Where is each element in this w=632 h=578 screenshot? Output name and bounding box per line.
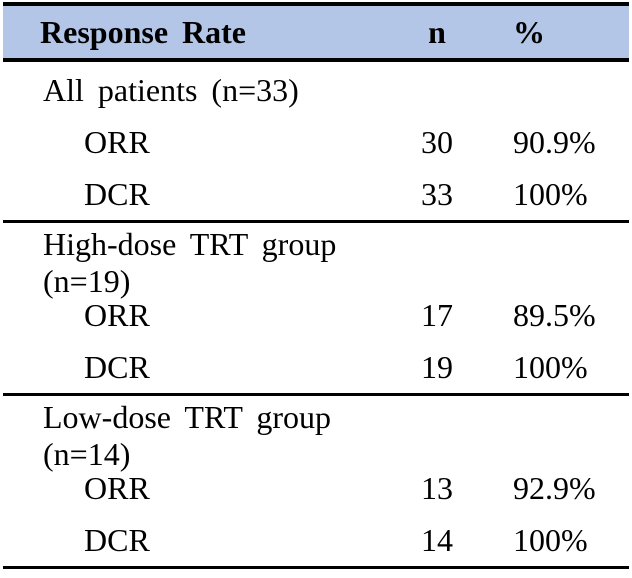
row-label-cell: DCR	[84, 521, 150, 558]
pct-cell: 100%	[513, 521, 588, 558]
table-section-high-dose: High-dose TRT group (n=19) ORR 17 89.5% …	[3, 223, 629, 396]
table-section-all-patients: All patients (n=33) ORR 30 90.9% DCR 33 …	[3, 62, 629, 223]
table-section-low-dose: Low-dose TRT group (n=14) ORR 13 92.9% D…	[3, 396, 629, 569]
pct-cell: 90.9%	[513, 123, 596, 160]
header-response-rate: Response Rate	[40, 13, 246, 50]
row-label-cell: ORR	[84, 123, 150, 160]
response-rate-table: Response Rate n % All patients (n=33) OR…	[3, 2, 629, 569]
section-label-row: Low-dose TRT group (n=14)	[3, 399, 629, 472]
table-row-dcr: DCR 33 100%	[3, 168, 629, 220]
table-row-dcr: DCR 14 100%	[3, 514, 629, 566]
row-label-cell: DCR	[84, 175, 150, 212]
pct-cell: 100%	[513, 348, 588, 385]
pct-cell: 89.5%	[513, 296, 596, 333]
row-label-cell: DCR	[84, 348, 150, 385]
header-percent: %	[513, 13, 545, 50]
table-row-orr: ORR 17 89.5%	[3, 289, 629, 341]
section-label-row: All patients (n=33)	[3, 64, 629, 116]
row-label-cell: ORR	[84, 296, 150, 333]
section-label: High-dose TRT group (n=19)	[43, 226, 337, 299]
n-cell: 13	[421, 469, 453, 506]
table-row-orr: ORR 30 90.9%	[3, 116, 629, 168]
header-n: n	[428, 13, 446, 50]
n-cell: 17	[421, 296, 453, 333]
section-label-row: High-dose TRT group (n=19)	[3, 226, 629, 299]
row-label-cell: ORR	[84, 469, 150, 506]
n-cell: 30	[421, 123, 453, 160]
n-cell: 33	[421, 175, 453, 212]
section-label: All patients (n=33)	[43, 71, 299, 108]
pct-cell: 100%	[513, 175, 588, 212]
n-cell: 19	[421, 348, 453, 385]
pct-cell: 92.9%	[513, 469, 596, 506]
table-header-row: Response Rate n %	[3, 6, 629, 62]
table-row-dcr: DCR 19 100%	[3, 341, 629, 393]
section-label: Low-dose TRT group (n=14)	[43, 399, 331, 472]
n-cell: 14	[421, 521, 453, 558]
table-row-orr: ORR 13 92.9%	[3, 462, 629, 514]
